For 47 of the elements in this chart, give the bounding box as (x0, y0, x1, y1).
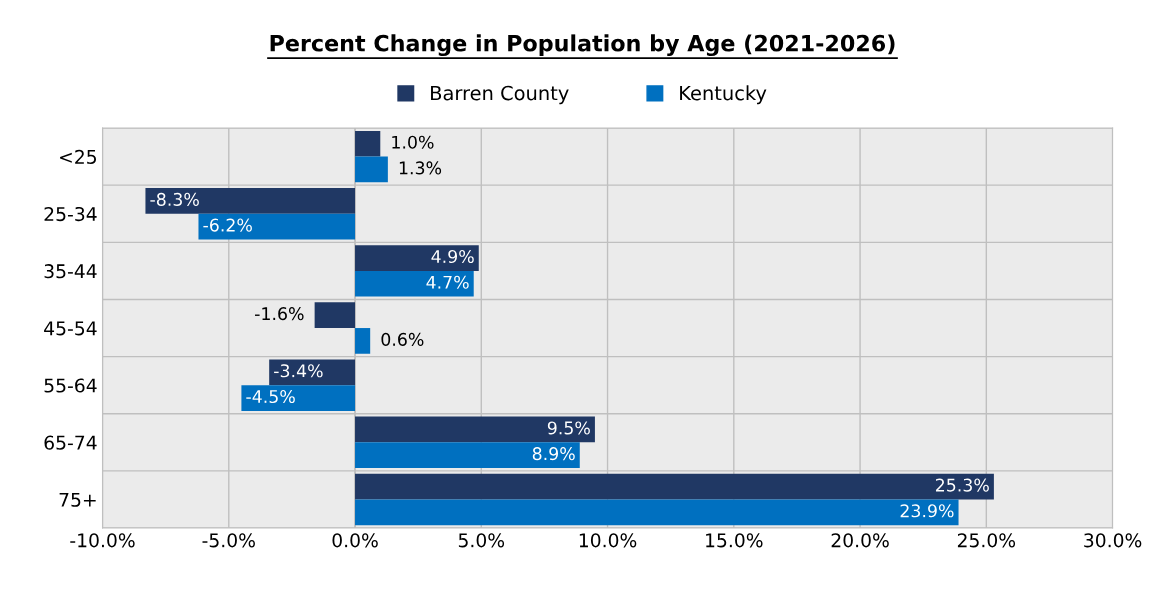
bar (269, 359, 356, 386)
y-tick-label: 65-74 (44, 435, 97, 450)
data-label: 1.0% (392, 135, 434, 149)
x-tick-label: 30.0% (1084, 533, 1142, 548)
data-label: -8.3% (150, 192, 199, 206)
bar (355, 473, 994, 500)
data-label: 4.7% (426, 275, 469, 289)
bar (355, 328, 371, 354)
bar (198, 213, 356, 240)
data-label: 0.6% (381, 332, 424, 346)
data-label: 9.5% (547, 421, 590, 435)
y-tick-label: 25-34 (44, 206, 97, 222)
legend-label: Barren County (431, 85, 569, 105)
x-tick-label: -10.0% (70, 533, 135, 548)
bar (355, 156, 388, 183)
data-label: -6.2% (203, 218, 252, 232)
x-tick-label: 15.0% (706, 533, 763, 548)
data-label: -3.4% (274, 364, 323, 378)
data-label: 1.3% (399, 161, 442, 175)
chart-title: Percent Change in Population by Age (2021-2026) (270, 34, 895, 57)
data-label: 4.9% (431, 249, 474, 264)
legend-label: Kentucky (680, 85, 767, 105)
x-tick-label: 20.0% (831, 533, 889, 548)
x-tick-label: 0.0% (332, 533, 378, 548)
y-tick-label: 75+ (59, 492, 96, 507)
y-tick-label: 45-54 (44, 321, 97, 336)
bar (355, 442, 580, 469)
x-tick-label: 10.0% (579, 533, 637, 548)
y-tick-label: <25 (60, 149, 97, 164)
data-label: 23.9% (900, 504, 954, 518)
bar (355, 270, 474, 297)
bar (355, 130, 381, 157)
data-label: 25.3% (935, 478, 989, 492)
bar (314, 302, 356, 329)
bar (355, 245, 479, 271)
bar (355, 416, 595, 443)
y-tick-label: 35-44 (44, 264, 97, 279)
x-tick-label: 25.0% (957, 533, 1016, 548)
data-label: -4.5% (246, 389, 295, 404)
bar (355, 499, 959, 526)
data-label: 8.9% (532, 447, 575, 461)
x-tick-label: 5.0% (458, 533, 505, 548)
x-tick-label: -5.0% (202, 533, 255, 548)
bar (145, 188, 356, 214)
data-label: -1.6% (255, 307, 304, 321)
y-tick-label: 55-64 (44, 378, 97, 393)
bar (241, 385, 356, 411)
